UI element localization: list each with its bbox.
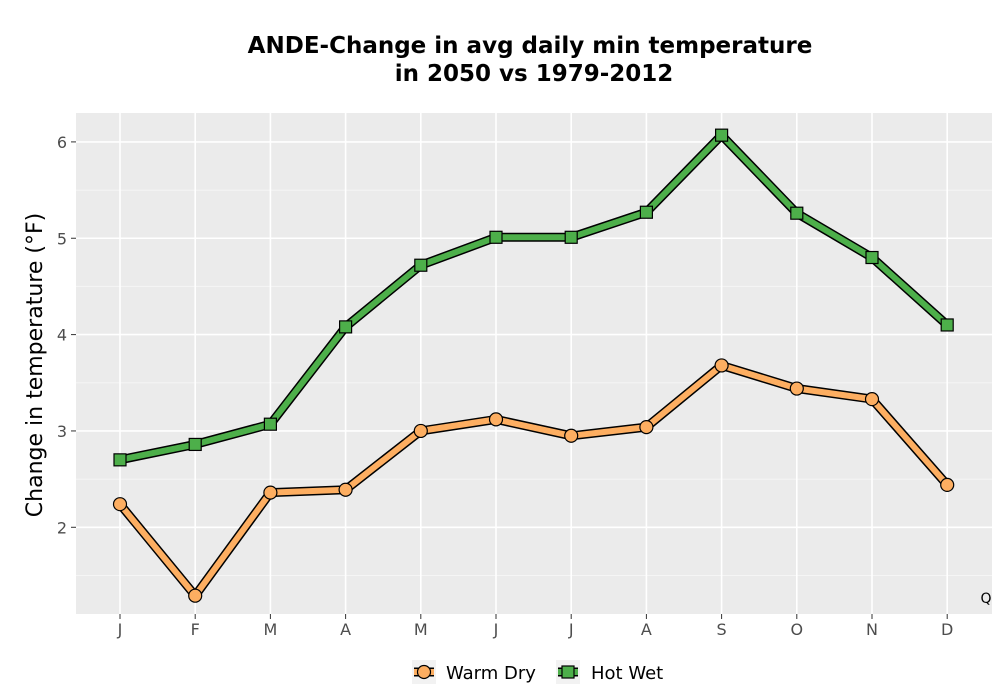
series-layer <box>112 128 955 603</box>
x-tick-label: N <box>866 620 878 639</box>
data-point <box>113 453 127 467</box>
y-tick-label: 4 <box>57 326 67 345</box>
data-point <box>188 588 203 603</box>
legend: Warm Dry Hot Wet <box>412 660 663 684</box>
data-point <box>639 205 654 219</box>
data-point <box>790 206 804 220</box>
y-axis-title: Change in temperature (°F) <box>23 213 48 517</box>
chart-title-line2: in 2050 vs 1979-2012 <box>395 61 674 87</box>
x-tick-label: A <box>340 620 351 639</box>
data-point <box>865 250 879 265</box>
data-point <box>414 258 428 272</box>
legend-key <box>556 660 580 684</box>
corner-note: Q <box>980 591 991 607</box>
data-point <box>112 497 128 512</box>
y-tick-label: 3 <box>57 422 67 441</box>
data-point <box>714 358 729 373</box>
data-point <box>338 482 353 497</box>
data-point <box>564 428 579 443</box>
data-point <box>714 128 729 142</box>
axes: 2 3 4 5 6 J F M A M J J A S O N D <box>57 133 954 639</box>
x-tick-label: M <box>263 620 277 639</box>
data-point <box>413 423 428 439</box>
data-point <box>639 419 654 435</box>
legend-key <box>412 660 436 684</box>
data-point <box>940 318 954 332</box>
x-tick-label: F <box>191 620 200 639</box>
legend-marker <box>561 665 575 679</box>
data-point <box>263 485 278 500</box>
data-point <box>489 230 503 244</box>
data-point <box>864 392 880 407</box>
x-tick-label: M <box>414 620 428 639</box>
series-line <box>117 362 951 599</box>
y-tick-label: 2 <box>57 518 67 537</box>
chart-title-line1: ANDE-Change in avg daily min temperature <box>248 33 813 59</box>
data-point <box>789 381 804 396</box>
x-tick-label: J <box>493 620 499 639</box>
x-tick-label: O <box>791 620 804 639</box>
x-tick-label: A <box>641 620 652 639</box>
y-tick-label: 6 <box>57 133 67 152</box>
x-tick-label: D <box>941 620 953 639</box>
legend-label: Hot Wet <box>591 663 663 684</box>
series-line <box>117 132 951 463</box>
data-point <box>940 477 955 492</box>
grid-lines <box>76 113 992 614</box>
series-warm-dry <box>112 358 955 603</box>
data-point <box>488 412 504 427</box>
x-tick-label: J <box>117 620 123 639</box>
series-hot-wet <box>113 128 954 467</box>
data-point <box>339 320 353 334</box>
plot-panel <box>76 113 992 614</box>
legend-marker <box>416 664 432 680</box>
data-point <box>263 417 277 431</box>
y-tick-label: 5 <box>57 229 67 248</box>
legend-label: Warm Dry <box>446 663 536 684</box>
x-tick-label: J <box>568 620 574 639</box>
data-point <box>188 437 202 452</box>
data-point <box>564 230 578 244</box>
x-tick-label: S <box>717 620 727 639</box>
